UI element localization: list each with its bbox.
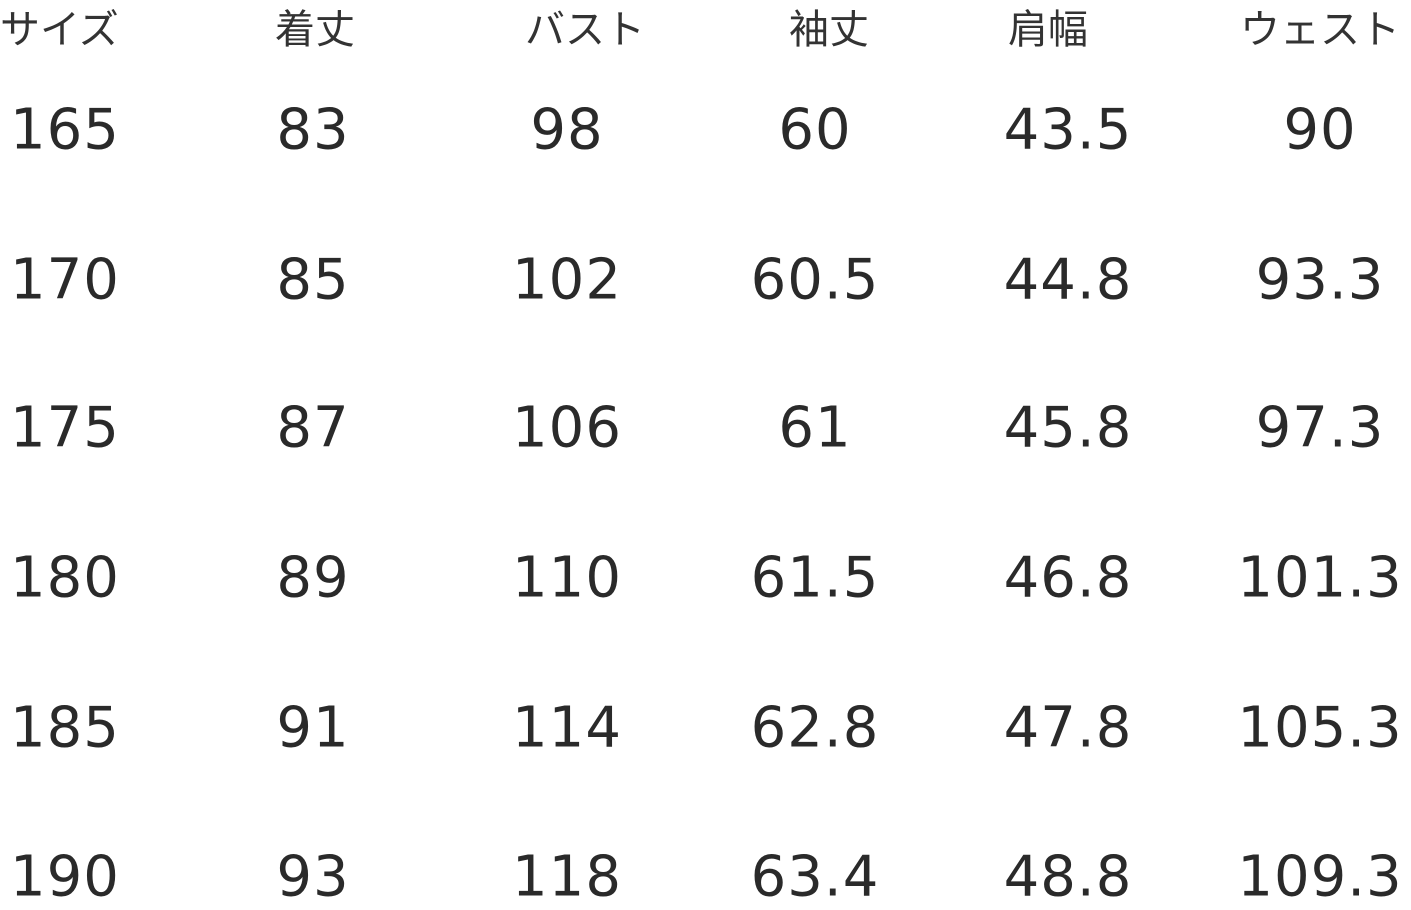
table-cell: 47.8 xyxy=(1003,695,1133,761)
table-cell: 98 xyxy=(530,97,604,163)
column-header: バスト xyxy=(525,7,645,53)
size-cell: 180 xyxy=(10,545,120,611)
table-cell: 118 xyxy=(512,844,622,910)
table-cell: 62.8 xyxy=(750,695,880,761)
table-cell: 48.8 xyxy=(1003,844,1133,910)
table-cell: 102 xyxy=(512,247,622,313)
table-cell: 114 xyxy=(512,695,622,761)
table-cell: 106 xyxy=(512,395,622,461)
column-header: 肩幅 xyxy=(1008,7,1088,53)
table-cell: 60 xyxy=(778,97,852,163)
table-cell: 85 xyxy=(276,247,350,313)
table-cell: 90 xyxy=(1283,97,1357,163)
table-cell: 91 xyxy=(276,695,350,761)
table-cell: 60.5 xyxy=(750,247,880,313)
table-cell: 97.3 xyxy=(1255,395,1385,461)
size-cell: 175 xyxy=(10,395,120,461)
table-cell: 109.3 xyxy=(1237,844,1403,910)
size-cell: 185 xyxy=(10,695,120,761)
table-cell: 61 xyxy=(778,395,852,461)
table-cell: 83 xyxy=(276,97,350,163)
table-cell: 61.5 xyxy=(750,545,880,611)
table-cell: 105.3 xyxy=(1237,695,1403,761)
table-cell: 43.5 xyxy=(1003,97,1133,163)
table-cell: 46.8 xyxy=(1003,545,1133,611)
column-header: ウェスト xyxy=(1240,7,1400,53)
column-header: サイズ xyxy=(0,7,119,53)
column-header: 袖丈 xyxy=(789,7,869,53)
table-cell: 93 xyxy=(276,844,350,910)
table-cell: 45.8 xyxy=(1003,395,1133,461)
table-cell: 63.4 xyxy=(750,844,880,910)
size-cell: 190 xyxy=(10,844,120,910)
size-cell: 165 xyxy=(10,97,120,163)
size-cell: 170 xyxy=(10,247,120,313)
table-cell: 93.3 xyxy=(1255,247,1385,313)
table-cell: 110 xyxy=(512,545,622,611)
table-cell: 101.3 xyxy=(1237,545,1403,611)
table-cell: 89 xyxy=(276,545,350,611)
table-cell: 44.8 xyxy=(1003,247,1133,313)
table-cell: 87 xyxy=(276,395,350,461)
column-header: 着丈 xyxy=(275,7,355,53)
